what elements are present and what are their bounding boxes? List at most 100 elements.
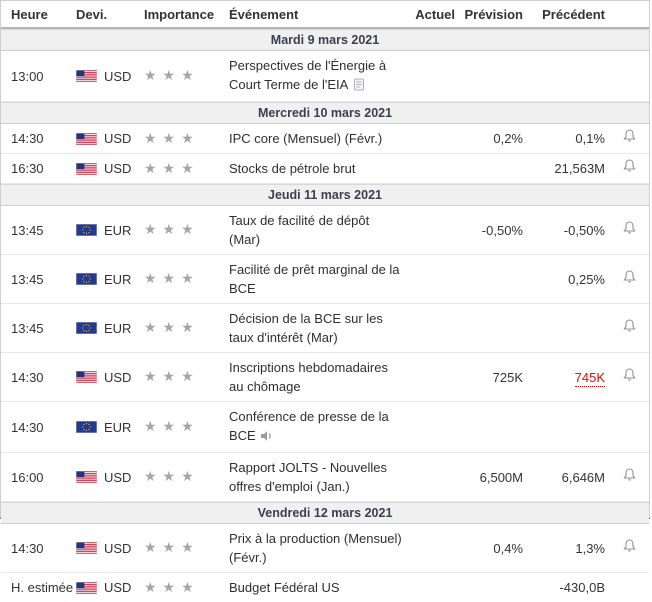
alert-bell-icon[interactable]	[622, 269, 636, 284]
currency-code: USD	[104, 469, 132, 485]
importance-stars: ★★★	[144, 418, 229, 436]
col-header-importance: Importance	[144, 6, 215, 22]
date-label: Mercredi 10 mars 2021	[257, 106, 393, 120]
calendar-body: Mardi 9 mars 2021 13:00 USD ★★★ Perspectives…	[1, 29, 649, 602]
alert-bell-icon[interactable]	[622, 159, 636, 173]
event-cell: IPC core (Mensuel) (Févr.)	[229, 124, 411, 153]
event-link[interactable]: Taux de facilité de dépôt (Mar)	[229, 213, 370, 247]
importance-stars: ★★★	[144, 319, 229, 337]
event-cell: Décision de la BCE sur les taux d'intérê…	[229, 304, 411, 352]
event-link[interactable]: Rapport JOLTS - Nouvelles offres d'emplo…	[229, 460, 387, 494]
currency-cell: USD	[76, 541, 144, 556]
importance-stars: ★★★	[144, 221, 229, 239]
previous-value-text: 6,646M	[561, 469, 605, 485]
importance-stars: ★★★	[144, 67, 229, 85]
previous-value-text: 745K	[574, 369, 605, 387]
star-icons: ★★★	[144, 579, 200, 596]
star-icons: ★★★	[144, 419, 200, 435]
alert-bell-icon[interactable]	[622, 367, 636, 382]
event-link[interactable]: Perspectives de l'Énergie à Court Terme …	[229, 58, 387, 92]
forecast-value: -0,50%	[481, 222, 523, 238]
date-row: Mercredi 10 mars 2021	[1, 102, 649, 124]
speaker-icon	[260, 428, 273, 447]
previous-value-text: 0,25%	[568, 271, 605, 287]
importance-stars: ★★★	[144, 579, 229, 597]
event-time: 13:45	[11, 222, 44, 238]
currency-cell: EUR	[76, 321, 144, 336]
event-link[interactable]: IPC core (Mensuel) (Févr.)	[229, 131, 383, 146]
previous-value-text: 1,3%	[575, 540, 605, 556]
previous-value: 1,3%	[527, 541, 609, 556]
col-header-actuel: Actuel	[415, 6, 455, 22]
importance-stars: ★★★	[144, 130, 229, 148]
alert-bell-icon[interactable]	[622, 538, 636, 553]
eu-flag-icon	[76, 322, 97, 334]
currency-cell: USD	[76, 580, 144, 595]
us-flag-icon	[76, 162, 97, 175]
event-row: 13:45 EUR ★★★ Facilité de prêt marginal de …	[1, 255, 649, 304]
previous-value: 745K	[527, 369, 609, 387]
currency-cell: EUR	[76, 223, 144, 238]
event-row: 14:30 USD ★★★ Prix à la production (Mensuel…	[1, 524, 649, 573]
currency-cell: USD	[76, 370, 144, 385]
event-link[interactable]: Inscriptions hebdomadaires au chômage	[229, 360, 388, 394]
currency-code: EUR	[104, 320, 132, 336]
previous-value: 0,25%	[527, 272, 609, 287]
previous-value: -430,0B	[527, 580, 609, 595]
event-cell: Facilité de prêt marginal de la BCE	[229, 255, 411, 303]
event-cell: Perspectives de l'Énergie à Court Terme …	[229, 51, 411, 101]
col-header-prevision: Prévision	[464, 6, 523, 22]
previous-value-text: -430,0B	[559, 580, 605, 595]
alert-bell-icon[interactable]	[622, 467, 636, 482]
currency-code: USD	[104, 68, 132, 84]
star-icons: ★★★	[144, 540, 200, 556]
event-time: 13:00	[11, 68, 44, 84]
currency-cell: USD	[76, 161, 144, 176]
importance-stars: ★★★	[144, 270, 229, 288]
event-link[interactable]: Stocks de pétrole brut	[229, 161, 356, 176]
currency-code: EUR	[104, 419, 132, 435]
currency-code: EUR	[104, 271, 132, 287]
alert-bell-icon[interactable]	[622, 129, 636, 143]
alert-bell-icon[interactable]	[622, 220, 636, 235]
currency-code: USD	[104, 580, 132, 595]
col-header-heure: Heure	[11, 6, 48, 22]
star-icons: ★★★	[144, 469, 200, 485]
report-icon	[352, 77, 365, 96]
event-link[interactable]: Prix à la production (Mensuel) (Févr.)	[229, 531, 402, 565]
currency-code: EUR	[104, 222, 132, 238]
event-row: 13:45 EUR ★★★ Décision de la BCE sur les ta…	[1, 304, 649, 353]
alert-bell-icon[interactable]	[622, 318, 636, 333]
previous-value-text: -0,50%	[563, 222, 605, 238]
event-link[interactable]: Budget Fédéral US	[229, 580, 340, 595]
event-cell: Conférence de presse de la BCE	[229, 402, 411, 452]
currency-cell: EUR	[76, 272, 144, 287]
star-icons: ★★★	[144, 369, 200, 385]
event-time: 16:00	[11, 469, 44, 485]
star-icons: ★★★	[144, 320, 200, 336]
importance-stars: ★★★	[144, 468, 229, 486]
event-time: 14:30	[11, 131, 44, 146]
previous-value-text: 0,1%	[575, 131, 605, 146]
event-link[interactable]: Facilité de prêt marginal de la BCE	[229, 262, 400, 296]
forecast-value: 0,4%	[493, 540, 523, 556]
event-row: 16:30 USD ★★★ Stocks de pétrole brut 21,563M	[1, 154, 649, 184]
currency-cell: USD	[76, 69, 144, 84]
eu-flag-icon	[76, 421, 97, 433]
col-header-precedent: Précédent	[542, 6, 605, 22]
event-cell: Inscriptions hebdomadaires au chômage	[229, 353, 411, 401]
us-flag-icon	[76, 471, 97, 483]
event-cell: Taux de facilité de dépôt (Mar)	[229, 206, 411, 254]
alert-cell	[609, 220, 649, 240]
forecast-value: 6,500M	[479, 469, 523, 485]
event-link[interactable]: Décision de la BCE sur les taux d'intérê…	[229, 311, 383, 345]
alert-cell	[609, 159, 649, 178]
alert-cell	[609, 538, 649, 558]
us-flag-icon	[76, 70, 97, 82]
col-header-evenement: Événement	[229, 6, 299, 22]
star-icons: ★★★	[144, 222, 200, 238]
event-link[interactable]: Conférence de presse de la BCE	[229, 409, 389, 443]
event-cell: Stocks de pétrole brut	[229, 154, 411, 183]
date-row: Mardi 9 mars 2021	[1, 29, 649, 51]
